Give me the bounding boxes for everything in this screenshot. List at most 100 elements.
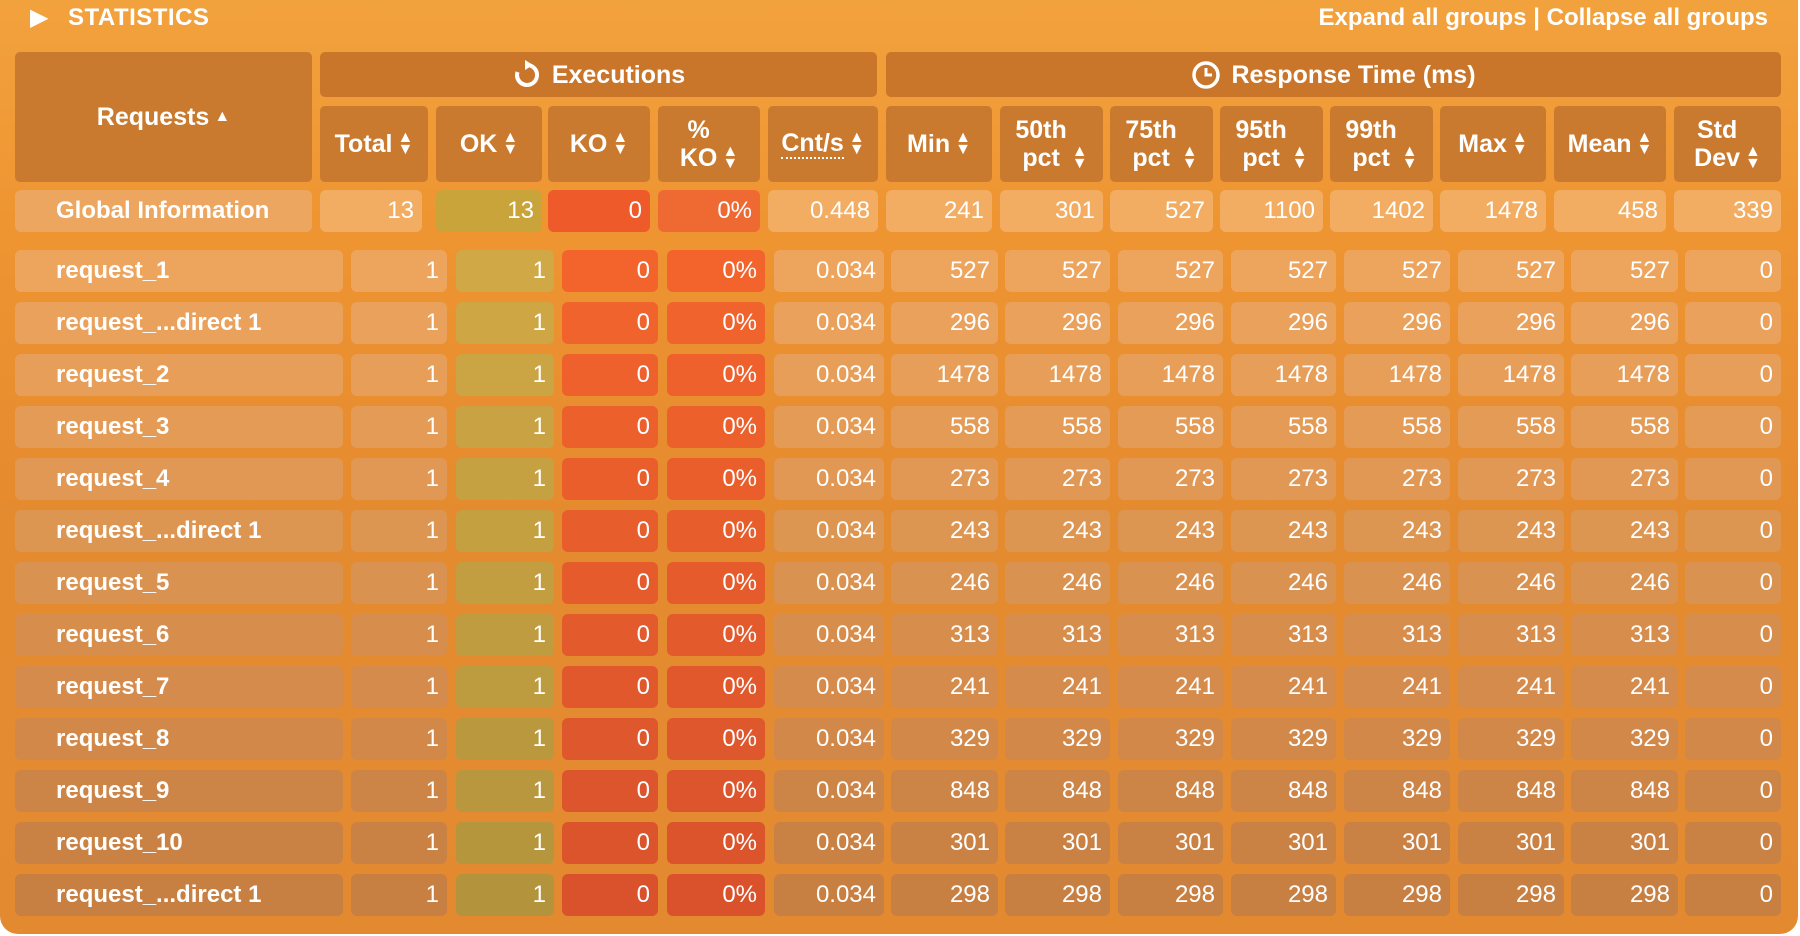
request-p50-cell: 296 [1005, 302, 1110, 344]
request-name-link[interactable]: request_10 [15, 822, 343, 864]
request-std-dev-cell: 0 [1685, 666, 1781, 708]
request-p50-cell: 246 [1005, 562, 1110, 604]
statistics-panel: ▶ STATISTICS Expand all groups | Collaps… [0, 0, 1798, 934]
column-95th-pct[interactable]: 95th pct ▲ ▼ [1220, 106, 1323, 182]
column-75th-line1: 75th [1125, 116, 1176, 144]
request-total-cell: 1 [351, 770, 447, 812]
request-name-link[interactable]: request_...direct 1 [15, 510, 343, 552]
request-pct-ko-cell: 0% [667, 666, 765, 708]
request-p95-cell: 527 [1231, 250, 1336, 292]
request-name-link[interactable]: request_1 [15, 250, 343, 292]
sort-asc-icon[interactable]: ▲ [214, 111, 230, 123]
group-response-time-label: Response Time (ms) [1231, 61, 1475, 89]
request-min-cell: 241 [891, 666, 998, 708]
request-max-cell: 848 [1458, 770, 1564, 812]
sort-icon[interactable]: ▲ ▼ [722, 146, 738, 170]
request-p75-cell: 329 [1118, 718, 1223, 760]
request-name-link[interactable]: request_9 [15, 770, 343, 812]
column-ok-label: OK [460, 130, 498, 158]
request-max-cell: 298 [1458, 874, 1564, 916]
sort-icon[interactable]: ▲ ▼ [1512, 132, 1528, 156]
sort-icon[interactable]: ▲ ▼ [1182, 146, 1198, 170]
request-ko-cell: 0 [562, 302, 658, 344]
request-mean-cell: 313 [1571, 614, 1678, 656]
group-links: Expand all groups | Collapse all groups [1319, 4, 1768, 32]
request-pct-ko-cell: 0% [667, 354, 765, 396]
request-pct-ko-cell: 0% [667, 770, 765, 812]
global-name-cell[interactable]: Global Information [15, 190, 312, 232]
column-99th-pct[interactable]: 99th pct ▲ ▼ [1330, 106, 1433, 182]
request-ko-cell: 0 [562, 822, 658, 864]
request-max-cell: 527 [1458, 250, 1564, 292]
request-pct-ko-cell: 0% [667, 614, 765, 656]
request-p50-cell: 243 [1005, 510, 1110, 552]
sort-icon[interactable]: ▲ ▼ [1292, 146, 1308, 170]
sort-icon[interactable]: ▲ ▼ [612, 132, 628, 156]
column-50th-pct-label: 50th pct [1015, 116, 1066, 172]
request-min-cell: 273 [891, 458, 998, 500]
refresh-icon [512, 60, 542, 90]
request-name-link[interactable]: request_...direct 1 [15, 874, 343, 916]
sort-icon[interactable]: ▲ ▼ [502, 132, 518, 156]
sort-icon[interactable]: ▲ ▼ [1402, 146, 1418, 170]
column-requests-label: Requests [97, 103, 210, 131]
request-name-link[interactable]: request_...direct 1 [15, 302, 343, 344]
request-name-link[interactable]: request_5 [15, 562, 343, 604]
request-name-link[interactable]: request_6 [15, 614, 343, 656]
request-total-cell: 1 [351, 874, 447, 916]
request-name-link[interactable]: request_4 [15, 458, 343, 500]
request-name-link[interactable]: request_3 [15, 406, 343, 448]
column-ok[interactable]: OK ▲ ▼ [436, 106, 542, 182]
request-p95-cell: 558 [1231, 406, 1336, 448]
column-total[interactable]: Total ▲ ▼ [320, 106, 428, 182]
clock-icon [1191, 60, 1221, 90]
sort-icon[interactable]: ▲ ▼ [849, 132, 865, 156]
caret-right-icon[interactable]: ▶ [30, 6, 48, 30]
request-p99-cell: 273 [1344, 458, 1450, 500]
expand-all-groups-link[interactable]: Expand all groups [1319, 4, 1527, 31]
request-p75-cell: 298 [1118, 874, 1223, 916]
column-requests[interactable]: Requests ▲ [15, 52, 312, 182]
column-std-dev[interactable]: Std Dev ▲ ▼ [1674, 106, 1781, 182]
request-p50-cell: 1478 [1005, 354, 1110, 396]
sort-icon[interactable]: ▲ ▼ [398, 132, 414, 156]
request-name-link[interactable]: request_7 [15, 666, 343, 708]
column-ko[interactable]: KO ▲ ▼ [548, 106, 650, 182]
request-ok-cell: 1 [456, 302, 554, 344]
column-max[interactable]: Max ▲ ▼ [1440, 106, 1546, 182]
request-total-cell: 1 [351, 302, 447, 344]
group-response-time: Response Time (ms) [886, 52, 1781, 97]
request-std-dev-cell: 0 [1685, 718, 1781, 760]
request-min-cell: 296 [891, 302, 998, 344]
request-cnt-per-sec-cell: 0.034 [774, 510, 884, 552]
request-min-cell: 558 [891, 406, 998, 448]
column-min[interactable]: Min ▲ ▼ [886, 106, 992, 182]
sort-icon[interactable]: ▲ ▼ [1072, 146, 1088, 170]
request-min-cell: 848 [891, 770, 998, 812]
request-std-dev-cell: 0 [1685, 562, 1781, 604]
request-p99-cell: 241 [1344, 666, 1450, 708]
column-mean[interactable]: Mean ▲ ▼ [1554, 106, 1666, 182]
request-p75-cell: 296 [1118, 302, 1223, 344]
request-max-cell: 329 [1458, 718, 1564, 760]
request-cnt-per-sec-cell: 0.034 [774, 458, 884, 500]
sort-icon[interactable]: ▲ ▼ [1745, 146, 1761, 170]
global-p50-cell: 301 [1000, 190, 1103, 232]
request-std-dev-cell: 0 [1685, 250, 1781, 292]
global-min-cell: 241 [886, 190, 992, 232]
request-pct-ko-cell: 0% [667, 302, 765, 344]
sort-icon[interactable]: ▲ ▼ [955, 132, 971, 156]
column-pct-ko[interactable]: % KO ▲ ▼ [658, 106, 760, 182]
column-50th-pct[interactable]: 50th pct ▲ ▼ [1000, 106, 1103, 182]
column-75th-pct[interactable]: 75th pct ▲ ▼ [1110, 106, 1213, 182]
request-p95-cell: 246 [1231, 562, 1336, 604]
request-name-link[interactable]: request_2 [15, 354, 343, 396]
request-p95-cell: 313 [1231, 614, 1336, 656]
request-p95-cell: 273 [1231, 458, 1336, 500]
collapse-all-groups-link[interactable]: Collapse all groups [1547, 4, 1768, 31]
request-name-link[interactable]: request_8 [15, 718, 343, 760]
sort-icon[interactable]: ▲ ▼ [1637, 132, 1653, 156]
column-cnt-per-sec[interactable]: Cnt/s ▲ ▼ [768, 106, 878, 182]
request-cnt-per-sec-cell: 0.034 [774, 666, 884, 708]
request-ok-cell: 1 [456, 614, 554, 656]
